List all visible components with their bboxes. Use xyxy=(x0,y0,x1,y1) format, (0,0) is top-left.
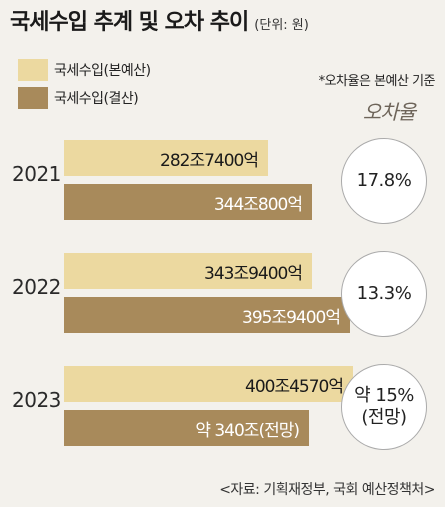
bar-budget-2023: 400조4570억 xyxy=(64,366,353,402)
unit-label: (단위: 원) xyxy=(254,18,309,33)
error-rate-circle-2023: 약 15% (전망) xyxy=(341,364,427,450)
error-rate-value-2022: 13.3% xyxy=(356,283,412,304)
bar-settle-2023: 약 340조(전망) xyxy=(64,410,309,446)
chart-title: 국세수입 추계 및 오차 추이 (단위: 원) xyxy=(10,4,309,36)
legend-label-settle: 국세수입(결산) xyxy=(54,91,139,107)
error-rate-value-2021: 17.8% xyxy=(356,170,412,191)
bar-label-budget-2021: 282조7400억 xyxy=(160,150,259,171)
legend-item-budget: 국세수입(본예산) xyxy=(18,58,151,82)
bar-settle-2021: 344조800억 xyxy=(64,184,312,220)
title-text: 국세수입 추계 및 오차 추이 xyxy=(10,10,249,35)
error-rate-circle-2022: 13.3% xyxy=(341,251,427,337)
bar-label-settle-2021: 344조800억 xyxy=(213,194,303,215)
source-note: <자료: 기획재정부, 국회 예산정책처> xyxy=(219,482,435,498)
year-label-2023: 2023 xyxy=(12,388,61,412)
bar-label-budget-2023: 400조4570억 xyxy=(245,376,344,397)
error-rate-value-2023-sub: (전망) xyxy=(361,407,407,428)
legend-item-settle: 국세수입(결산) xyxy=(18,86,139,110)
bar-budget-2021: 282조7400억 xyxy=(64,140,268,176)
bar-settle-2022: 395조9400억 xyxy=(64,297,350,333)
legend-swatch-settle xyxy=(18,87,48,109)
error-rate-value-2023: 약 15% xyxy=(354,385,414,406)
legend-swatch-budget xyxy=(18,59,48,81)
error-rate-note: *오차율은 본예산 기준 xyxy=(318,74,436,89)
bar-label-settle-2023: 약 340조(전망) xyxy=(195,420,300,441)
year-label-2022: 2022 xyxy=(12,275,61,299)
bar-label-settle-2022: 395조9400억 xyxy=(242,307,341,328)
legend-label-budget: 국세수입(본예산) xyxy=(54,63,151,79)
bar-label-budget-2022: 343조9400억 xyxy=(204,263,303,284)
year-label-2021: 2021 xyxy=(12,162,61,186)
error-rate-circle-2021: 17.8% xyxy=(341,138,427,224)
error-rate-header: 오차율 xyxy=(362,100,416,124)
bar-budget-2022: 343조9400억 xyxy=(64,253,312,289)
